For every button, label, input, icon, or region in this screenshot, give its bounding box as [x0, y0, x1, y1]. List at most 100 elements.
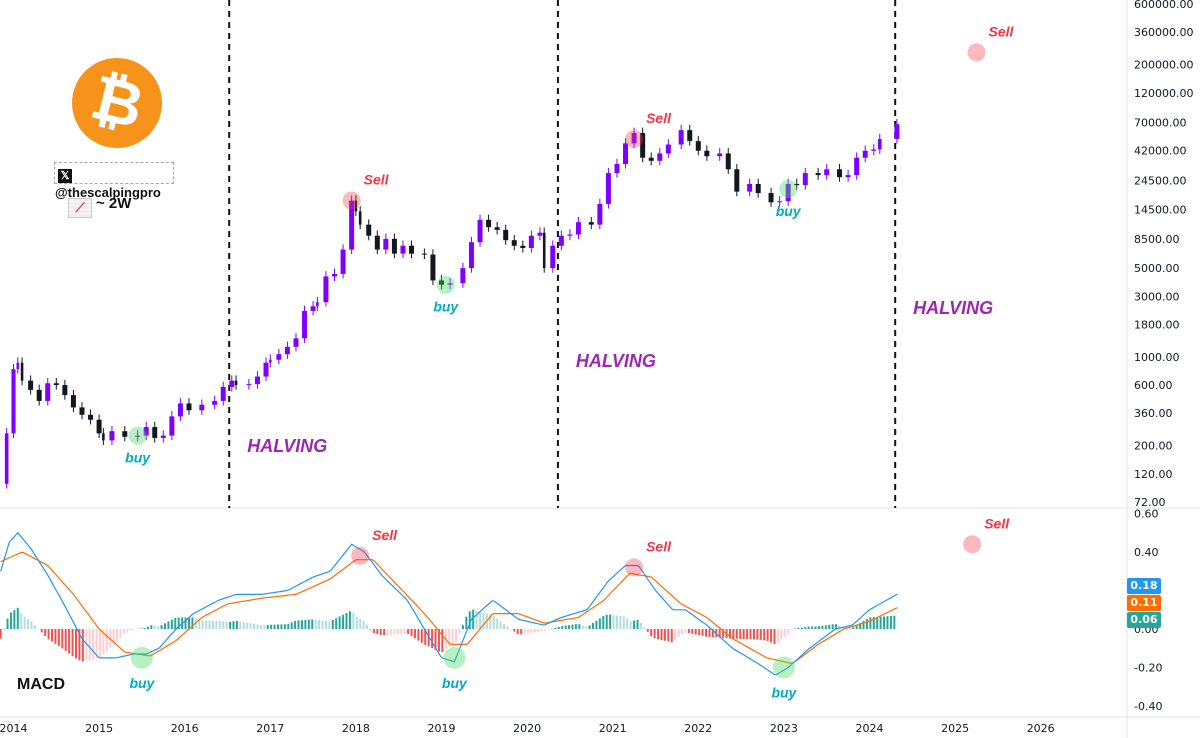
histogram-bar	[660, 629, 663, 640]
histogram-bar	[33, 625, 36, 629]
histogram-bar	[263, 625, 266, 629]
histogram-bar	[328, 621, 331, 629]
histogram-bar	[16, 607, 19, 629]
histogram-bar	[564, 625, 567, 629]
histogram-bar	[235, 620, 238, 629]
histogram-bar	[348, 611, 351, 629]
candle	[102, 433, 105, 441]
candle	[623, 143, 629, 165]
sell-marker	[342, 191, 361, 210]
histogram-bar	[208, 620, 211, 629]
x-logo-icon: 𝕏	[58, 169, 72, 183]
histogram-bar	[742, 629, 745, 640]
candle	[494, 227, 500, 230]
histogram-bar	[143, 627, 146, 629]
histogram-bar	[780, 629, 783, 640]
candle	[354, 200, 358, 212]
sell-marker	[963, 535, 982, 554]
price-tick-label: 360000.00	[1134, 26, 1194, 39]
histogram-bar	[492, 616, 495, 629]
candle	[824, 169, 830, 176]
histogram-bar	[674, 629, 677, 641]
histogram-bar	[372, 629, 375, 634]
histogram-bar	[290, 622, 293, 629]
histogram-bar	[359, 618, 362, 629]
candle	[477, 219, 483, 243]
candle	[229, 380, 235, 387]
histogram-bar	[550, 628, 553, 630]
candle	[511, 240, 517, 246]
histogram-bar	[698, 629, 701, 636]
candle	[862, 150, 868, 158]
histogram-bar	[129, 629, 132, 631]
histogram-bar	[74, 629, 77, 659]
sell-label: Sell	[989, 23, 1015, 39]
candle	[409, 245, 415, 254]
signal-line	[0, 551, 898, 665]
histogram-bar	[783, 629, 786, 637]
histogram-value-badge: 0.06	[1127, 612, 1161, 628]
macd-tick-label: 0.40	[1134, 546, 1159, 559]
histogram-bar	[71, 629, 74, 657]
buy-label: buy	[771, 685, 797, 701]
candle	[755, 183, 761, 194]
histogram-bar	[431, 629, 434, 649]
histogram-bar	[249, 623, 252, 629]
histogram-bar	[366, 624, 369, 629]
signal-value-badge: 0.11	[1127, 595, 1161, 611]
candle	[177, 403, 183, 417]
candle	[605, 173, 611, 204]
histogram-bar	[311, 619, 314, 629]
candle	[88, 414, 94, 420]
histogram-bar	[331, 619, 334, 629]
histogram-bar	[355, 616, 358, 629]
candle	[520, 245, 526, 248]
buy-label: buy	[776, 203, 802, 219]
candle	[542, 232, 546, 269]
histogram-bar	[184, 617, 187, 629]
histogram-bar	[629, 621, 632, 629]
histogram-bar	[605, 614, 608, 629]
histogram-bar	[879, 616, 882, 629]
histogram-bar	[475, 610, 478, 629]
histogram-bar	[198, 619, 201, 629]
histogram-bar	[893, 615, 896, 629]
histogram-bar	[157, 626, 160, 629]
histogram-bar	[496, 618, 499, 629]
histogram-bar	[218, 620, 221, 629]
histogram-bar	[318, 620, 321, 629]
histogram-bar	[499, 621, 502, 629]
candle	[186, 403, 192, 411]
candle	[4, 433, 9, 484]
histogram-bar	[345, 613, 348, 629]
candle	[421, 253, 427, 255]
histogram-bar	[828, 624, 831, 629]
time-tick-label: 2017	[256, 722, 284, 735]
histogram-bar	[687, 629, 690, 634]
histogram-bar	[136, 629, 139, 630]
histogram-bar	[530, 629, 533, 633]
histogram-bar	[417, 629, 420, 641]
sell-label: Sell	[646, 538, 672, 554]
histogram-bar	[3, 628, 6, 630]
histogram-bar	[571, 624, 574, 629]
histogram-bar	[256, 624, 259, 629]
buy-marker	[128, 426, 147, 445]
histogram-bar	[393, 629, 396, 635]
histogram-bar	[187, 617, 190, 629]
histogram-bar	[150, 625, 153, 629]
histogram-bar	[105, 629, 108, 651]
histogram-bar	[44, 629, 47, 636]
candle	[358, 211, 362, 225]
histogram-bar	[561, 626, 564, 629]
candle	[597, 203, 603, 225]
candle	[725, 153, 731, 170]
histogram-bar	[838, 625, 841, 629]
histogram-bar	[646, 629, 649, 632]
histogram-bar	[537, 629, 540, 632]
histogram-bar	[20, 613, 23, 629]
price-tick-label: 120000.00	[1134, 87, 1194, 100]
price-tick-label: 200.00	[1134, 440, 1173, 453]
